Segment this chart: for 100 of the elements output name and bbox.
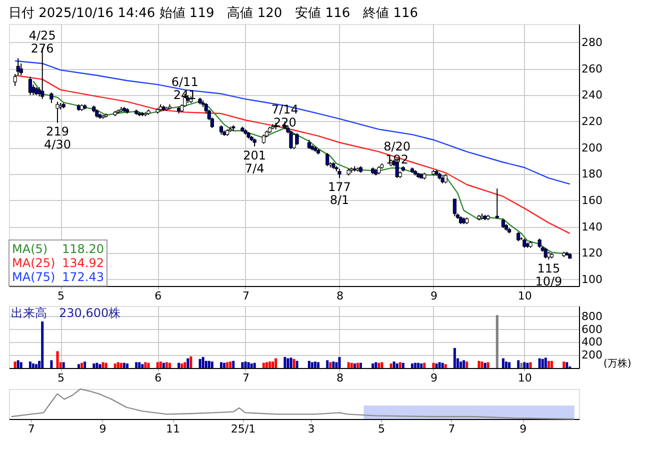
- annotation: 115 10/9: [535, 262, 562, 289]
- x-tick-label: 9: [99, 422, 106, 436]
- y-tick-label: 260: [582, 62, 602, 76]
- bar: [202, 357, 204, 368]
- bar: [347, 362, 350, 368]
- bar: [253, 362, 256, 368]
- x-tick-label: 9: [430, 372, 438, 384]
- y-tick-label: 600: [582, 322, 602, 336]
- bar: [190, 356, 192, 368]
- bar: [274, 358, 278, 368]
- bar: [220, 362, 222, 368]
- candlestick: [516, 232, 520, 242]
- bar: [374, 362, 378, 368]
- bar: [32, 363, 35, 368]
- line-series: [14, 74, 571, 234]
- bar: [208, 360, 210, 368]
- y-axis-title: (万株): [604, 358, 632, 370]
- bar: [423, 362, 426, 368]
- annotation: 134.92: [62, 256, 104, 270]
- candlestick: [495, 188, 499, 220]
- candlestick: [56, 101, 60, 124]
- x-tick-label: 5: [58, 372, 65, 384]
- text: MA(5): [12, 242, 48, 256]
- candlestick: [544, 247, 548, 259]
- y-tick-label: 400: [582, 336, 602, 349]
- bar: [141, 364, 144, 368]
- bar: [338, 357, 341, 368]
- bar: [186, 358, 190, 368]
- bar: [116, 362, 120, 368]
- candlestick: [13, 74, 17, 86]
- bar: [480, 362, 484, 368]
- x-tick-label: 10: [518, 290, 532, 302]
- bar: [520, 362, 523, 368]
- bar: [16, 360, 20, 368]
- bar: [126, 363, 128, 368]
- y-tick-label: 120: [582, 246, 602, 260]
- annotation: 201 7/4: [243, 148, 266, 176]
- annotation: 219 4/30: [44, 124, 71, 152]
- bar: [232, 360, 235, 368]
- y-tick-label: 140: [582, 220, 602, 234]
- bar: [135, 362, 138, 368]
- annotation: 6/11 241: [171, 74, 198, 102]
- bar: [329, 362, 332, 368]
- bar: [180, 363, 184, 368]
- x-tick-label: 7: [242, 372, 250, 384]
- bar: [156, 362, 159, 368]
- x-tick-label: 7: [242, 290, 250, 302]
- candlestick: [262, 134, 266, 144]
- annotation: 172.43: [62, 270, 104, 284]
- bar: [496, 315, 498, 368]
- bar: [353, 363, 356, 368]
- bar: [159, 362, 162, 368]
- bar: [396, 363, 398, 368]
- bar: [286, 358, 290, 368]
- bar: [77, 364, 80, 368]
- bar: [244, 362, 247, 368]
- bar: [372, 363, 374, 368]
- bar: [198, 358, 202, 368]
- candlestick: [444, 174, 448, 184]
- bar: [56, 351, 59, 368]
- bar: [566, 362, 568, 368]
- bar: [229, 362, 232, 368]
- bar: [517, 360, 520, 368]
- bar: [444, 364, 447, 368]
- candlestick: [452, 198, 456, 217]
- annotation: 118.20: [62, 242, 104, 256]
- bar: [310, 362, 314, 368]
- text: MA(75): [12, 270, 56, 284]
- bar: [96, 362, 98, 368]
- x-tick-label: 8: [336, 290, 344, 302]
- bar: [290, 358, 292, 368]
- candlestick: [501, 218, 505, 229]
- x-tick-label: 3: [308, 422, 315, 436]
- bar: [538, 358, 541, 368]
- bar: [272, 362, 274, 368]
- y-tick-label: 200: [582, 348, 602, 362]
- bar: [392, 362, 396, 368]
- candlestick: [307, 139, 311, 150]
- bar: [523, 362, 526, 368]
- bar: [478, 360, 480, 368]
- bar: [417, 362, 420, 368]
- bar: [398, 362, 402, 368]
- bar: [184, 362, 186, 368]
- bar: [223, 362, 226, 368]
- bar: [41, 322, 44, 368]
- bar: [35, 364, 38, 368]
- bar: [204, 360, 208, 368]
- bar: [317, 362, 320, 368]
- bar: [80, 362, 84, 368]
- bar: [84, 362, 86, 368]
- y-tick-label: 100: [582, 272, 602, 286]
- bar: [104, 362, 108, 368]
- bar: [544, 358, 547, 368]
- bar: [20, 362, 22, 368]
- bar: [226, 362, 229, 368]
- candlestick: [292, 132, 296, 150]
- bar: [466, 362, 468, 368]
- bar: [380, 362, 384, 368]
- text: MA(25): [12, 256, 56, 270]
- bar: [250, 363, 253, 368]
